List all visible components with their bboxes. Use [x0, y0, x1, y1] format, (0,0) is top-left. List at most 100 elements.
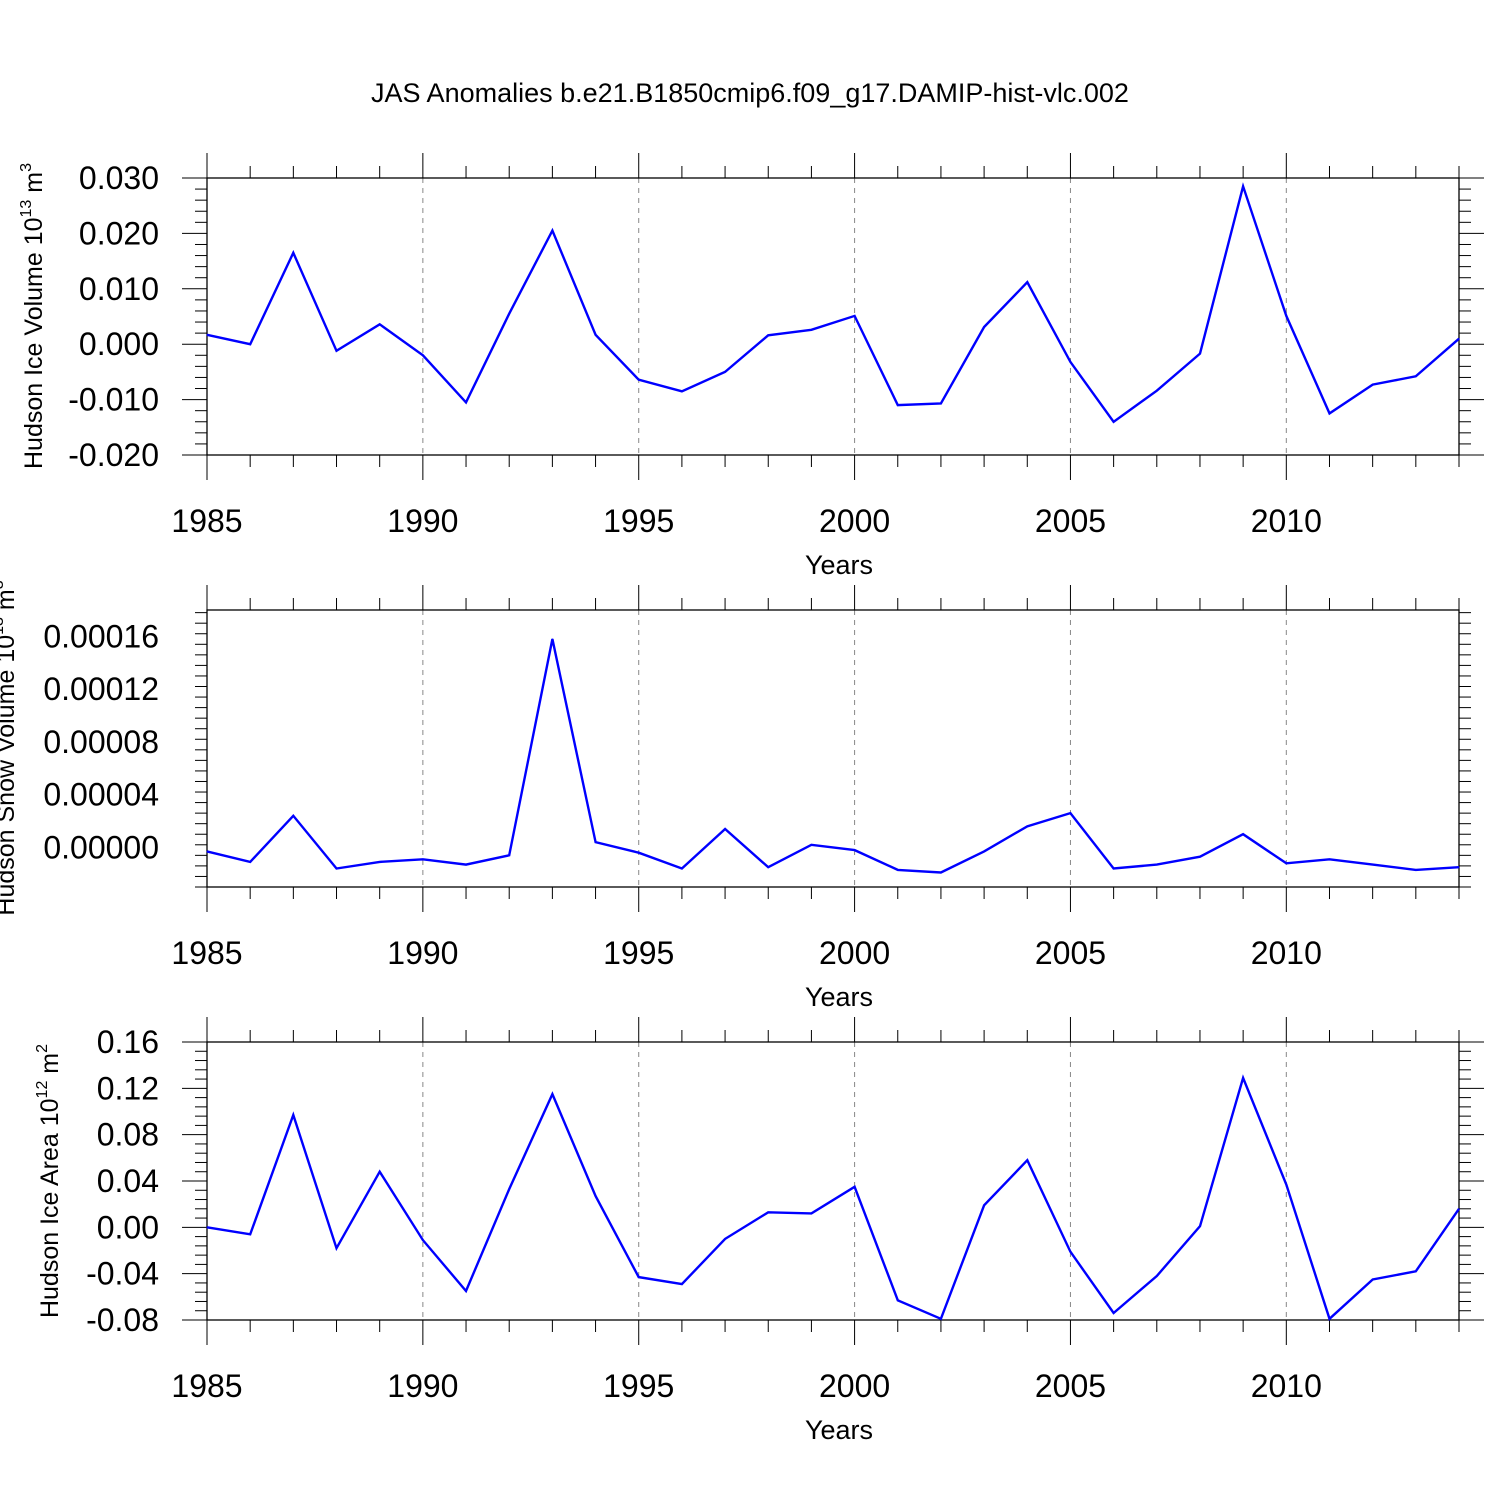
x-tick-label: 1995 — [603, 1368, 674, 1404]
x-tick-label: 2010 — [1251, 935, 1322, 971]
data-point — [854, 849, 856, 851]
data-point — [940, 1318, 942, 1320]
x-tick-label: 2000 — [819, 503, 890, 539]
data-point — [422, 1239, 424, 1241]
y-tick-label: 0.08 — [97, 1117, 159, 1153]
y-tick-label: 0.030 — [79, 160, 159, 196]
x-axis-title: Years — [805, 550, 873, 580]
data-point — [1415, 375, 1417, 377]
data-point — [249, 861, 251, 863]
data-point — [1285, 315, 1287, 317]
data-point — [422, 354, 424, 356]
data-point — [1372, 384, 1374, 386]
data-point — [595, 841, 597, 843]
plot-frame — [206, 177, 1460, 456]
series-line — [206, 638, 1460, 874]
data-point — [551, 230, 553, 232]
data-point — [292, 815, 294, 817]
data-point — [1069, 361, 1071, 363]
x-tick-label: 2005 — [1035, 503, 1106, 539]
data-point — [897, 1299, 899, 1301]
data-point — [336, 350, 338, 352]
series-line — [206, 1074, 1460, 1321]
data-point — [1156, 390, 1158, 392]
data-point — [681, 1283, 683, 1285]
data-point — [1242, 833, 1244, 835]
y-tick-label: 0.00 — [97, 1209, 159, 1245]
y-tick-label: 0.020 — [79, 215, 159, 251]
x-axis-title: Years — [805, 982, 873, 1012]
data-point — [1285, 1183, 1287, 1185]
y-tick-label: -0.08 — [86, 1302, 159, 1338]
data-point — [551, 638, 553, 640]
data-point — [1242, 1077, 1244, 1079]
data-point — [1026, 825, 1028, 827]
x-axis-title: Years — [805, 1415, 873, 1445]
y-tick-label: 0.00000 — [43, 829, 159, 865]
data-point — [810, 1212, 812, 1214]
data-point — [1458, 1208, 1460, 1210]
series-line — [206, 182, 1460, 424]
x-tick-label: 2005 — [1035, 935, 1106, 971]
data-point — [1328, 412, 1330, 414]
x-tick-label: 2000 — [819, 935, 890, 971]
data-point — [465, 401, 467, 403]
data-point — [940, 871, 942, 873]
y-axis-title: Hudson Ice Area 1012 m2 — [34, 1044, 64, 1318]
data-point — [810, 844, 812, 846]
data-point — [1415, 1270, 1417, 1272]
y-tick-label: -0.04 — [86, 1256, 159, 1292]
data-point — [508, 854, 510, 856]
data-point — [292, 252, 294, 254]
x-tick-label: 1995 — [603, 503, 674, 539]
data-point — [595, 1195, 597, 1197]
data-point — [422, 858, 424, 860]
x-tick-label: 1990 — [387, 503, 458, 539]
data-point — [1285, 862, 1287, 864]
x-tick-label: 2010 — [1251, 503, 1322, 539]
data-point — [551, 1093, 553, 1095]
data-point — [379, 861, 381, 863]
data-point — [1113, 868, 1115, 870]
data-point — [854, 315, 856, 317]
y-tick-label: 0.04 — [97, 1163, 159, 1199]
y-tick-label: 0.16 — [97, 1024, 159, 1060]
y-tick-label: 0.00008 — [43, 724, 159, 760]
data-point — [1156, 864, 1158, 866]
plot-frame — [206, 609, 1460, 888]
y-tick-label: 0.00012 — [43, 671, 159, 707]
data-point — [1199, 856, 1201, 858]
data-point — [1328, 858, 1330, 860]
x-tick-label: 1990 — [387, 935, 458, 971]
panel-1: 1985 1990 1995 2000 2005 2010 -0.020 -0.010 0.00… — [18, 153, 1484, 580]
x-tick-label: 1985 — [171, 503, 242, 539]
x-tick-label: 2010 — [1251, 1368, 1322, 1404]
y-tick-label: -0.010 — [68, 382, 159, 418]
data-point — [292, 1114, 294, 1116]
data-point — [1328, 1318, 1330, 1320]
data-point — [1458, 338, 1460, 340]
page-title: JAS Anomalies b.e21.B1850cmip6.f09_g17.D… — [371, 78, 1129, 108]
y-axis-title: Hudson Snow Volume 1013 m3 — [0, 580, 20, 915]
y-axis-title: Hudson Ice Volume 1013 m3 — [18, 163, 48, 469]
data-point — [1199, 1225, 1201, 1227]
data-point — [983, 1204, 985, 1206]
y-tick-label: 0.12 — [97, 1070, 159, 1106]
data-point — [249, 1233, 251, 1235]
data-point — [638, 852, 640, 854]
data-point — [206, 850, 208, 852]
data-point — [1113, 1312, 1115, 1314]
data-point — [767, 334, 769, 336]
data-point — [595, 334, 597, 336]
y-tick-label: 0.000 — [79, 326, 159, 362]
data-point — [767, 866, 769, 868]
data-point — [638, 1276, 640, 1278]
x-tick-label: 1990 — [387, 1368, 458, 1404]
data-point — [508, 313, 510, 315]
data-point — [724, 1238, 726, 1240]
data-point — [724, 828, 726, 830]
data-point — [1415, 869, 1417, 871]
data-point — [508, 1188, 510, 1190]
data-point — [465, 1290, 467, 1292]
data-point — [1372, 864, 1374, 866]
